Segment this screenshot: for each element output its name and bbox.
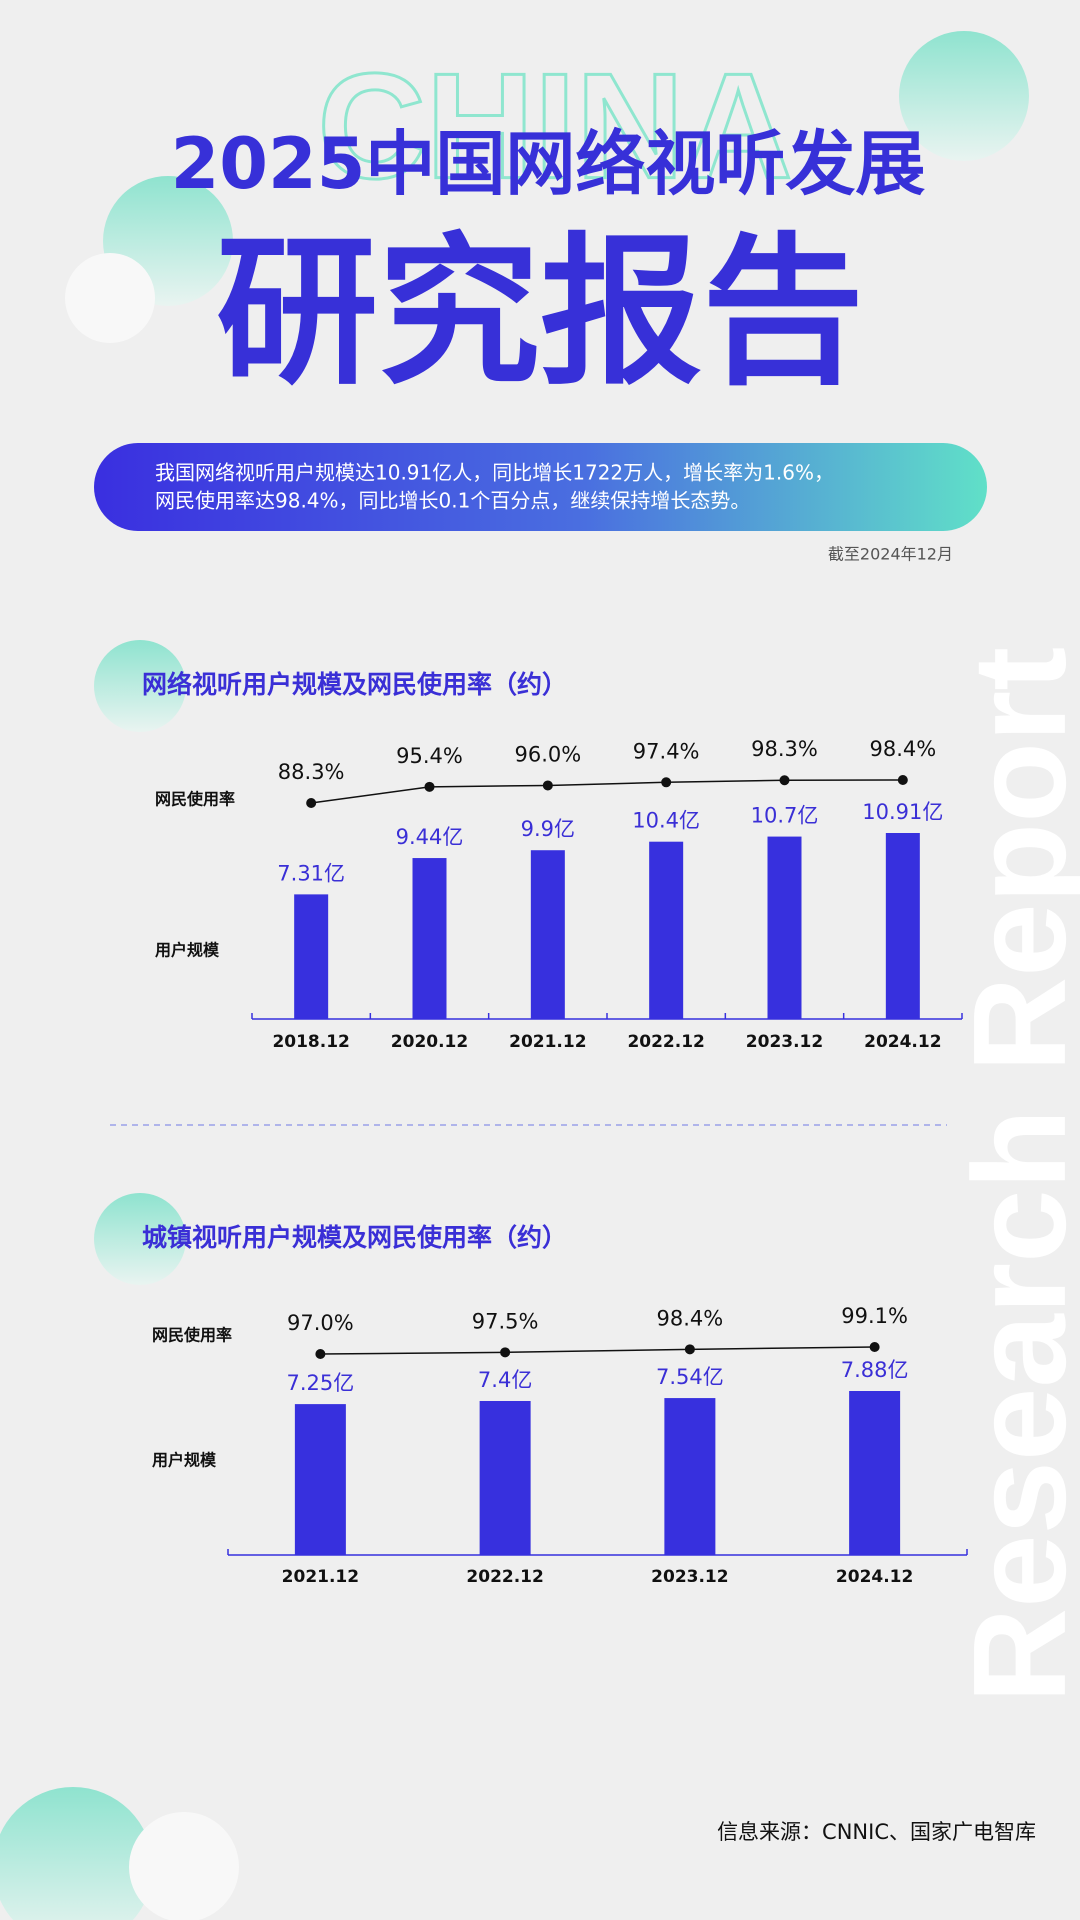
bar [412, 858, 447, 1019]
bar-label: 7.4亿 [478, 1368, 532, 1392]
x-tick-label: 2023.12 [746, 1032, 823, 1052]
line-point [542, 780, 553, 791]
bar-label: 9.44亿 [396, 825, 464, 849]
series-name: 用户规模 [155, 941, 220, 960]
line [320, 1346, 875, 1355]
summary-line: 网民使用率达98.4%，同比增长0.1个百分点，继续保持增长态势。 [155, 489, 750, 513]
bar [885, 833, 920, 1019]
line-label: 98.4% [657, 1306, 724, 1330]
bar [649, 841, 684, 1019]
bar-label: 7.54亿 [656, 1365, 724, 1389]
line-label: 97.4% [633, 739, 700, 763]
side-text: Research Report [946, 647, 1080, 1703]
deco-circle [0, 1787, 153, 1920]
line-label: 97.0% [287, 1311, 354, 1335]
line-label: 99.1% [841, 1304, 908, 1328]
x-tick-label: 2020.12 [391, 1032, 468, 1052]
line-point [869, 1342, 880, 1352]
x-tick-label: 2024.12 [836, 1567, 913, 1587]
bar [664, 1398, 716, 1555]
series-name: 网民使用率 [152, 1326, 232, 1345]
bar-label: 7.31亿 [277, 861, 345, 885]
line-point [306, 798, 317, 808]
date-note: 截至2024年12月 [828, 545, 953, 564]
deco-circle [129, 1812, 239, 1920]
bar [294, 894, 329, 1019]
line-point [684, 1344, 695, 1355]
bar-label: 9.9亿 [521, 817, 575, 841]
line-point [315, 1349, 326, 1359]
x-tick-label: 2024.12 [864, 1032, 941, 1052]
x-tick-label: 2018.12 [272, 1032, 349, 1052]
bar-label: 10.7亿 [751, 804, 819, 828]
deco-circle [94, 1193, 186, 1285]
bar-label: 7.88亿 [841, 1358, 909, 1382]
line-point [424, 781, 435, 792]
x-tick-label: 2022.12 [466, 1567, 543, 1587]
bar-label: 10.4亿 [632, 809, 700, 833]
subtitle: 研究报告 [216, 219, 864, 407]
summary-line: 我国网络视听用户规模达10.91亿人，同比增长1722万人，增长率为1.6%， [155, 461, 834, 485]
line-point [500, 1347, 511, 1358]
bar [530, 850, 565, 1019]
bar [294, 1404, 346, 1555]
x-tick-label: 2021.12 [282, 1567, 359, 1587]
series-name: 用户规模 [152, 1451, 217, 1470]
bar [479, 1400, 531, 1555]
source: 信息来源：CNNIC、国家广电智库 [717, 1820, 1036, 1844]
x-tick-label: 2023.12 [651, 1567, 728, 1587]
bar-label: 10.91亿 [862, 800, 943, 824]
line-label: 88.3% [278, 760, 345, 784]
bar [849, 1391, 901, 1555]
line-label: 98.4% [869, 737, 936, 761]
bar-label: 7.25亿 [286, 1371, 354, 1395]
deco-circle [899, 31, 1029, 161]
line-label: 98.3% [751, 737, 818, 761]
chart-title: 城镇视听用户规模及网民使用率（约） [142, 1223, 567, 1252]
line-point [661, 777, 672, 788]
watermark: CHINA [318, 42, 793, 210]
title: 2025中国网络视听发展 [171, 123, 926, 205]
series-name: 网民使用率 [155, 790, 235, 809]
line-label: 96.0% [514, 742, 581, 766]
line-point [897, 775, 908, 785]
bar [767, 836, 802, 1019]
line-point [779, 775, 790, 786]
chart-title: 网络视听用户规模及网民使用率（约） [142, 670, 567, 699]
line-label: 95.4% [396, 744, 463, 768]
x-tick-label: 2022.12 [627, 1032, 704, 1052]
x-tick-label: 2021.12 [509, 1032, 586, 1052]
line [311, 779, 903, 804]
deco-circle [65, 253, 155, 343]
line-label: 97.5% [472, 1309, 539, 1333]
summary-box [94, 443, 987, 531]
deco-circle [94, 640, 186, 732]
